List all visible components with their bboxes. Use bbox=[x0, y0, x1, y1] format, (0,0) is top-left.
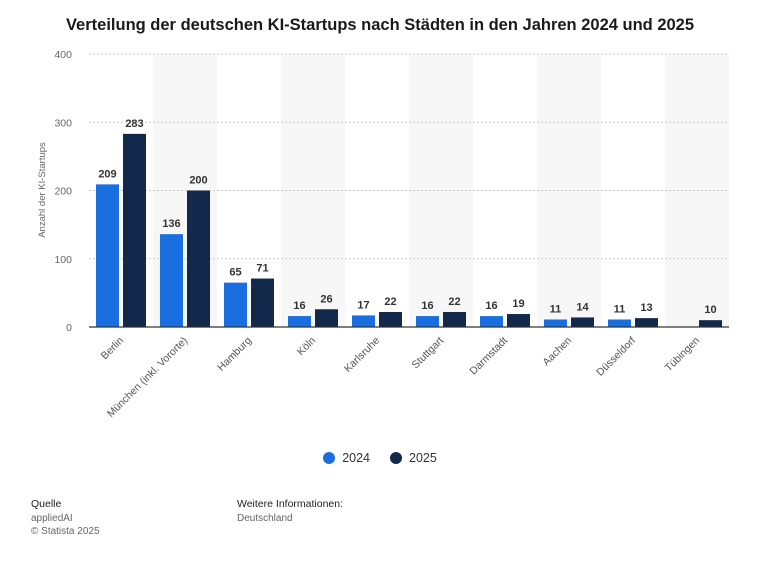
data-label: 16 bbox=[421, 300, 433, 312]
x-tick-label: Tübingen bbox=[663, 335, 703, 375]
data-label: 22 bbox=[448, 296, 460, 308]
bar-2025 bbox=[123, 133, 146, 327]
x-tick-label: Karlsruhe bbox=[342, 335, 382, 375]
bar-2025 bbox=[443, 311, 466, 327]
bar-2024 bbox=[480, 316, 503, 327]
data-label: 10 bbox=[704, 304, 716, 316]
y-axis-label: Anzahl der KI-Startups bbox=[37, 142, 48, 238]
info-text: Deutschland bbox=[237, 513, 293, 524]
bar-2025 bbox=[507, 314, 530, 327]
copyright[interactable]: © Statista 2025 bbox=[31, 526, 100, 537]
bar-2024 bbox=[352, 315, 375, 327]
bar-2024 bbox=[288, 316, 311, 327]
data-label: 14 bbox=[576, 301, 589, 313]
legend-item-2024[interactable]: 2024 bbox=[323, 451, 370, 465]
data-label: 22 bbox=[384, 296, 396, 308]
legend-marker-2024 bbox=[323, 452, 336, 464]
legend-item-2025[interactable]: 2025 bbox=[390, 451, 437, 465]
bar-2025 bbox=[379, 311, 402, 327]
source-block: Quelle appliedAI © Statista 2025 bbox=[31, 498, 100, 538]
bar-2024 bbox=[608, 319, 631, 327]
x-tick-label: Düsseldorf bbox=[594, 335, 638, 379]
bar-2025 bbox=[699, 320, 722, 327]
bar-2024 bbox=[416, 316, 439, 327]
chart-title: Verteilung der deutschen KI-Startups nac… bbox=[65, 16, 695, 34]
y-tick-label: 100 bbox=[54, 254, 72, 266]
bar-2025 bbox=[187, 190, 210, 327]
bar-2024 bbox=[96, 184, 119, 327]
y-tick-label: 400 bbox=[54, 49, 72, 61]
source-name[interactable]: appliedAI bbox=[31, 513, 73, 524]
y-tick-label: 200 bbox=[54, 186, 72, 198]
x-tick-label: Hamburg bbox=[215, 335, 254, 374]
legend-label-2025: 2025 bbox=[409, 451, 437, 465]
info-heading: Weitere Informationen: bbox=[237, 498, 344, 510]
y-tick-label: 0 bbox=[66, 322, 72, 334]
info-block: Weitere Informationen: Deutschland bbox=[237, 498, 343, 525]
y-tick-label: 300 bbox=[54, 117, 72, 129]
data-label: 13 bbox=[640, 302, 652, 314]
x-tick-label: Darmstadt bbox=[467, 335, 510, 378]
data-label: 209 bbox=[98, 168, 116, 180]
data-label: 19 bbox=[512, 298, 524, 310]
data-label: 65 bbox=[229, 267, 241, 279]
bar-2024 bbox=[160, 234, 183, 327]
bar-2025 bbox=[635, 318, 658, 327]
bar-2024 bbox=[224, 282, 247, 327]
x-tick-label: Berlin bbox=[99, 335, 127, 363]
x-tick-label: Stuttgart bbox=[410, 335, 447, 372]
bar-chart: 0 100 200 300 400 Anzahl der KI-Startups 209 28… bbox=[37, 49, 729, 420]
data-label: 200 bbox=[189, 175, 207, 187]
data-label: 16 bbox=[485, 300, 497, 312]
legend-marker-2025 bbox=[390, 452, 402, 464]
data-label: 136 bbox=[162, 218, 180, 230]
source-heading: Quelle bbox=[31, 498, 62, 510]
bar-2025 bbox=[571, 317, 594, 327]
x-tick-label: Aachen bbox=[540, 335, 574, 369]
data-label: 71 bbox=[256, 263, 268, 275]
data-label: 17 bbox=[357, 299, 369, 311]
legend-label-2024: 2024 bbox=[342, 451, 370, 465]
bar-2024 bbox=[544, 319, 567, 327]
data-label: 16 bbox=[293, 300, 305, 312]
bar-2025 bbox=[251, 278, 274, 327]
data-label: 26 bbox=[320, 293, 332, 305]
bar-2025 bbox=[315, 309, 338, 327]
data-label: 283 bbox=[125, 118, 143, 130]
data-label: 11 bbox=[550, 303, 562, 315]
x-tick-label: Köln bbox=[295, 335, 318, 358]
chart-legend: 2024 2025 bbox=[0, 451, 760, 465]
data-label: 11 bbox=[614, 303, 626, 315]
